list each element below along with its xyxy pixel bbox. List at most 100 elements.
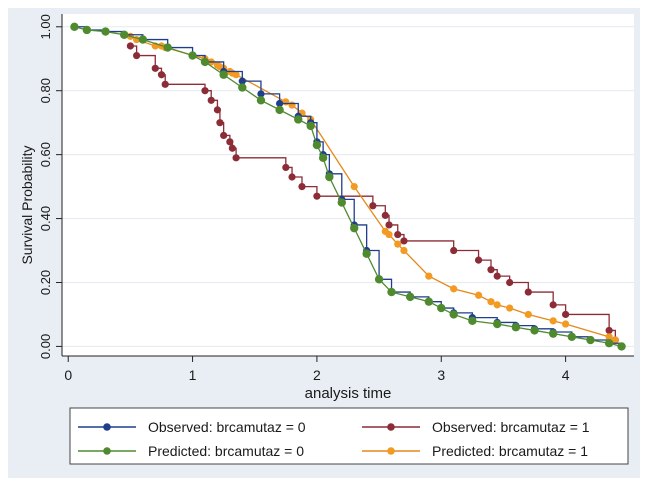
data-point <box>220 131 228 140</box>
data-point <box>487 266 495 274</box>
data-point <box>474 256 483 264</box>
data-point <box>298 182 306 191</box>
data-point <box>313 192 321 200</box>
data-point <box>213 106 222 114</box>
series-layer <box>70 22 626 351</box>
axes: 0.00 0.20 0.40 0.60 0.80 1.00 0 1 2 3 4 <box>38 14 634 383</box>
data-point <box>257 90 265 98</box>
data-point <box>228 144 236 152</box>
x-tick-label: 4 <box>562 367 570 383</box>
y-tick-label: 0.60 <box>38 142 53 167</box>
data-point <box>70 22 79 31</box>
data-point <box>562 310 570 319</box>
data-point <box>506 304 514 312</box>
data-point <box>450 246 458 255</box>
data-point <box>161 80 169 88</box>
legend-marker <box>103 423 111 431</box>
data-point <box>487 298 495 306</box>
data-point <box>238 77 246 85</box>
y-tick-label: 0.20 <box>38 270 53 295</box>
data-point <box>400 237 408 245</box>
data-point <box>394 230 402 239</box>
data-point <box>493 319 502 329</box>
data-point <box>126 42 134 50</box>
legend-marker <box>103 447 111 455</box>
data-point <box>506 278 514 287</box>
legend: Observed: brcamutaz = 0 Observed: brcamut… <box>69 407 629 465</box>
data-point <box>405 292 415 302</box>
series-group <box>126 32 619 344</box>
x-tick-label: 2 <box>313 367 321 383</box>
data-point <box>163 43 172 52</box>
plot-area <box>62 14 634 356</box>
data-point <box>232 154 240 162</box>
data-point <box>82 25 92 35</box>
legend-entry: Observed: brcamutaz = 0 <box>78 419 306 435</box>
data-point <box>530 326 539 335</box>
x-tick-label: 3 <box>437 367 445 383</box>
data-point <box>493 301 501 309</box>
data-point <box>133 51 141 60</box>
legend-marker <box>387 447 395 455</box>
data-point <box>275 105 284 115</box>
data-point <box>201 87 209 95</box>
data-point <box>226 138 234 146</box>
data-point <box>385 230 393 239</box>
data-point <box>350 182 358 191</box>
data-point <box>474 291 483 299</box>
data-point <box>385 221 393 229</box>
x-tick-label: 0 <box>64 367 72 383</box>
data-point <box>468 316 477 326</box>
data-point <box>524 310 532 319</box>
data-point <box>387 287 396 297</box>
series-group <box>126 42 619 344</box>
legend-entry: Observed: brcamutaz = 1 <box>362 419 590 435</box>
y-tick-label: 0.00 <box>38 334 53 359</box>
y-tick-label: 0.40 <box>38 206 53 231</box>
series-group <box>70 22 626 351</box>
data-point <box>325 172 334 182</box>
data-point <box>288 173 296 181</box>
y-tick-label: 0.80 <box>38 78 53 103</box>
y-axis-label: Survival Probability <box>19 145 35 264</box>
legend-label: Predicted: brcamutaz = 0 <box>148 443 304 459</box>
legend-label: Observed: brcamutaz = 0 <box>148 419 306 435</box>
data-point <box>374 275 384 284</box>
data-point <box>586 335 595 345</box>
data-point <box>567 332 577 342</box>
data-point <box>219 70 228 79</box>
data-point <box>524 288 532 296</box>
data-point <box>424 297 434 306</box>
legend-box <box>69 407 629 465</box>
data-point <box>548 329 558 338</box>
data-point <box>449 310 458 319</box>
data-point <box>282 98 290 106</box>
data-point <box>394 240 402 248</box>
legend-marker <box>387 423 395 431</box>
data-point <box>605 333 613 341</box>
grid-lines <box>62 26 634 347</box>
data-point <box>605 326 613 335</box>
data-point <box>437 303 446 313</box>
data-point <box>306 121 315 131</box>
legend-label: Observed: brcamutaz = 1 <box>432 419 590 435</box>
legend-entry: Predicted: brcamutaz = 0 <box>78 443 304 459</box>
data-point <box>151 64 159 72</box>
data-point <box>549 301 557 309</box>
data-point <box>337 198 346 207</box>
data-point <box>207 96 215 104</box>
data-point <box>312 140 322 150</box>
data-point <box>362 249 371 258</box>
data-point <box>425 272 433 280</box>
x-axis-label: analysis time <box>305 385 392 402</box>
data-point <box>318 153 328 163</box>
data-point <box>294 115 303 124</box>
data-point <box>119 30 129 39</box>
legend-entry: Predicted: brcamutaz = 1 <box>362 443 588 459</box>
data-point <box>200 57 210 67</box>
data-point <box>611 336 619 344</box>
data-point <box>350 223 359 233</box>
data-point <box>400 246 408 255</box>
legend-label: Predicted: brcamutaz = 1 <box>432 443 588 459</box>
